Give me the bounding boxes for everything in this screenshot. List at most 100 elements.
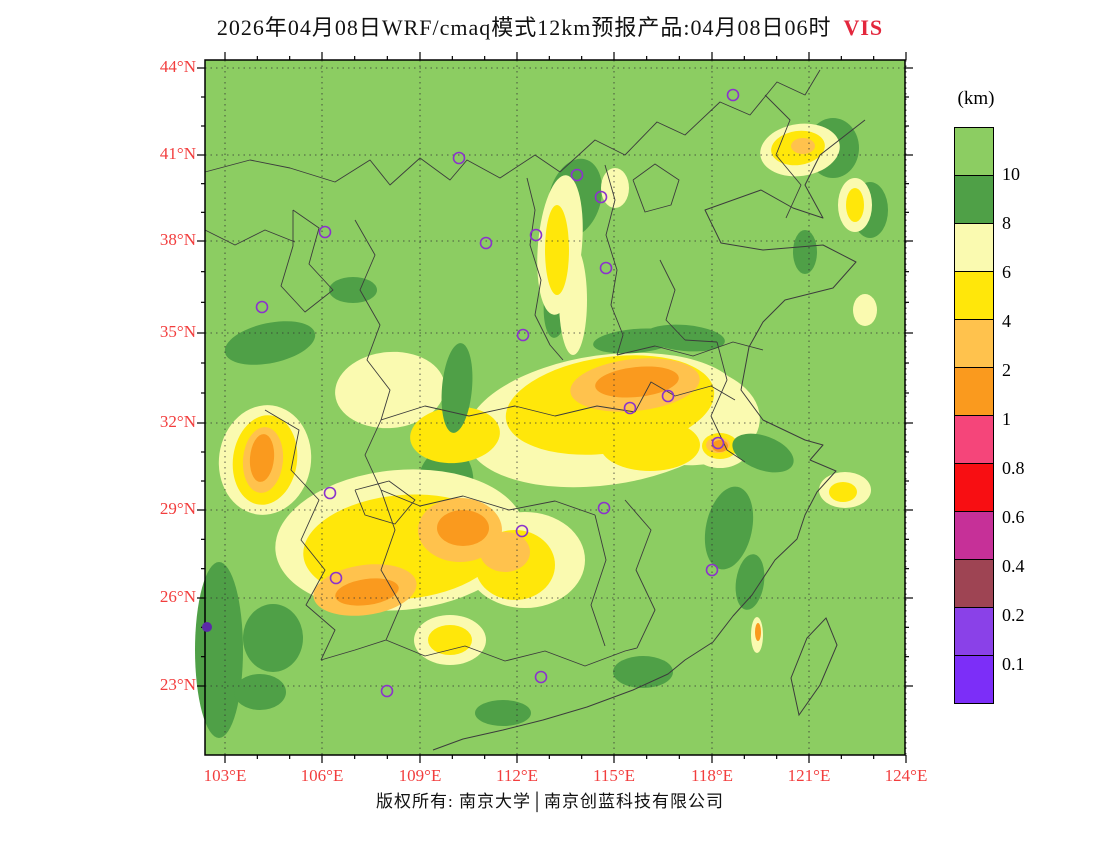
- lat-tick-label: 29°N: [159, 499, 196, 518]
- visibility-patch: [410, 406, 500, 464]
- visibility-patch: [846, 188, 864, 222]
- station-marker: [594, 190, 608, 204]
- lat-tick-label: 23°N: [159, 675, 196, 694]
- legend-color-box: [954, 127, 994, 176]
- station-marker: [599, 261, 613, 275]
- visibility-patch: [437, 510, 489, 546]
- province-boundary: [204, 154, 561, 186]
- province-boundary: [604, 164, 624, 356]
- province-boundary: [320, 639, 387, 661]
- visibility-patch: [735, 554, 765, 610]
- province-boundary: [624, 499, 656, 649]
- station-marker: [255, 300, 269, 314]
- province-boundary: [264, 409, 336, 661]
- visibility-patch: [853, 294, 877, 326]
- visibility-patch: [234, 674, 286, 710]
- legend-unit-label: (km): [957, 88, 995, 109]
- legend-tick-label: 0.2: [1002, 605, 1025, 625]
- visibility-patch: [704, 486, 754, 570]
- legend-color-box: [954, 319, 994, 368]
- visibility-patch: [613, 656, 673, 688]
- chart-title-text: 2026年04月08日WRF/cmaq模式12km预报产品:04月08日06时: [216, 15, 832, 40]
- visibility-patch: [249, 434, 275, 482]
- station-marker: [597, 501, 611, 515]
- station-marker: [318, 225, 332, 239]
- station-marker: [516, 328, 530, 342]
- visibility-patch: [732, 433, 794, 473]
- legend-colorbar: [954, 127, 994, 704]
- lon-tick-label: 109°E: [398, 766, 442, 785]
- station-marker: [570, 168, 584, 182]
- station-marker: [529, 228, 543, 242]
- visibility-patch: [595, 366, 679, 398]
- province-boundary: [632, 163, 680, 213]
- province-boundary: [526, 177, 564, 361]
- lat-tick-label: 35°N: [159, 322, 196, 341]
- province-boundary: [710, 341, 746, 463]
- province-boundary: [354, 480, 416, 525]
- province-boundary: [380, 405, 636, 421]
- legend-tick-label: 0.4: [1002, 556, 1025, 576]
- visibility-patch: [829, 482, 857, 502]
- lat-tick-label: 44°N: [159, 57, 196, 76]
- lon-tick-label: 106°E: [300, 766, 344, 785]
- lon-tick-label: 115°E: [592, 766, 636, 785]
- province-boundary: [204, 229, 296, 246]
- lat-tick-label: 41°N: [159, 144, 196, 163]
- visibility-patch: [480, 532, 530, 572]
- station-marker: [479, 236, 493, 250]
- lat-tick-label: 26°N: [159, 587, 196, 606]
- legend-tick-label: 4: [1002, 311, 1011, 331]
- visibility-patch: [428, 625, 472, 655]
- station-marker: [329, 571, 343, 585]
- legend-tick-label: 1: [1002, 409, 1011, 429]
- forecast-map: [195, 52, 913, 763]
- province-boundary: [559, 69, 821, 173]
- legend-color-box: [954, 175, 994, 224]
- station-marker: [323, 486, 337, 500]
- copyright-footer: 版权所有: 南京大学│南京创蓝科技有限公司: [375, 792, 725, 811]
- legend-tick-label: 10: [1002, 164, 1020, 184]
- lat-tick-label: 32°N: [159, 412, 196, 431]
- visibility-patch: [475, 700, 531, 726]
- province-boundary: [764, 94, 802, 219]
- province-boundary: [590, 514, 607, 647]
- province-boundary: [380, 489, 402, 641]
- province-boundary: [380, 489, 596, 516]
- province-boundary: [280, 209, 334, 313]
- taiwan-outline: [790, 617, 838, 717]
- visibility-patch: [545, 205, 569, 295]
- station-marker: [534, 670, 548, 684]
- station-marker: [623, 401, 637, 415]
- station-marker: [515, 524, 529, 538]
- visibility-patch: [329, 277, 377, 303]
- legend-color-box: [954, 559, 994, 608]
- map-frame: [204, 59, 906, 756]
- visibility-patch: [224, 321, 316, 365]
- station-marker-filled: [202, 622, 212, 632]
- coastline: [432, 119, 866, 751]
- visibility-patch: [793, 230, 817, 274]
- province-boundary: [634, 381, 736, 413]
- legend-tick-label: 0.1: [1002, 654, 1025, 674]
- chart-title: 2026年04月08日WRF/cmaq模式12km预报产品:04月08日06时 V…: [0, 10, 1100, 42]
- province-boundary: [364, 419, 382, 491]
- station-marker: [452, 151, 466, 165]
- visibility-patch: [243, 604, 303, 672]
- legend-tick-label: 0.6: [1002, 507, 1025, 527]
- visibility-patch: [645, 324, 725, 352]
- lat-tick-label: 38°N: [159, 230, 196, 249]
- station-marker: [711, 436, 725, 450]
- station-marker: [661, 389, 675, 403]
- lon-tick-label: 118°E: [690, 766, 734, 785]
- lon-tick-label: 112°E: [495, 766, 539, 785]
- legend-color-box: [954, 223, 994, 272]
- lon-tick-label: 103°E: [203, 766, 247, 785]
- lon-tick-label: 124°E: [884, 766, 928, 785]
- chart-title-variable: VIS: [843, 15, 884, 40]
- province-boundary: [385, 639, 638, 667]
- legend-color-box: [954, 655, 994, 704]
- visibility-patch: [600, 419, 700, 471]
- lon-tick-label: 121°E: [787, 766, 831, 785]
